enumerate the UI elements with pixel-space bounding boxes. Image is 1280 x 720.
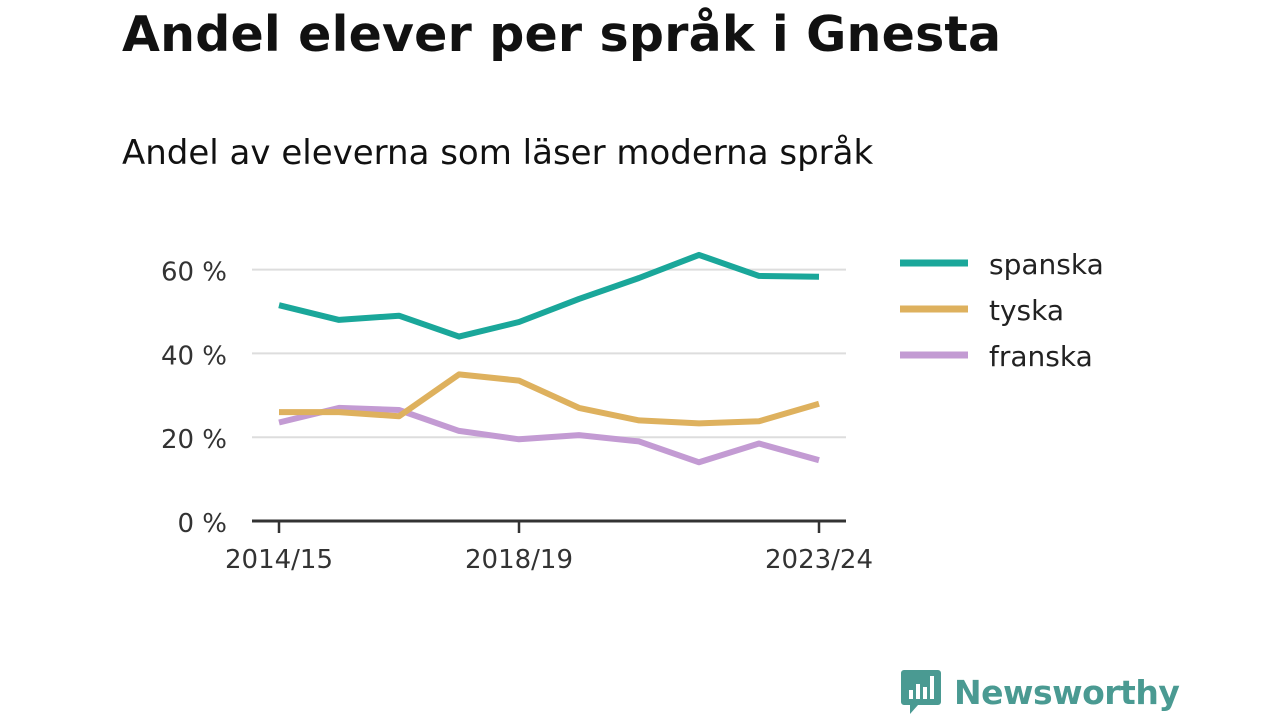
series-line-tyska: [279, 371, 820, 427]
series-layer: [278, 251, 820, 466]
y-tick-label: 40 %: [161, 341, 227, 371]
series-line-franska: [278, 404, 820, 466]
legend-label-franska: franska: [989, 340, 1093, 373]
series-line-spanska: [278, 251, 820, 340]
page-title: Andel elever per språk i Gnesta: [122, 6, 1002, 63]
legend-layer: spanska tyska franska: [900, 248, 1104, 373]
newsworthy-logo[interactable]: Newsworthy: [900, 668, 1180, 716]
axis-layer: 0 % 20 % 40 % 60 % 2014/15 2018/19 2023/24: [161, 258, 873, 575]
page-subtitle: Andel av eleverna som läser moderna språ…: [122, 133, 874, 173]
x-tick-label: 2023/24: [765, 545, 873, 575]
newsworthy-logo-icon: [901, 670, 941, 714]
y-tick-label: 0 %: [177, 509, 227, 539]
newsworthy-logo-text: Newsworthy: [954, 672, 1180, 712]
x-tick-label: 2014/15: [225, 545, 333, 575]
y-tick-label: 60 %: [161, 258, 227, 288]
legend-label-spanska: spanska: [989, 248, 1104, 281]
x-tick-label: 2018/19: [465, 545, 573, 575]
y-tick-label: 20 %: [161, 425, 227, 455]
legend-label-tyska: tyska: [989, 294, 1064, 327]
